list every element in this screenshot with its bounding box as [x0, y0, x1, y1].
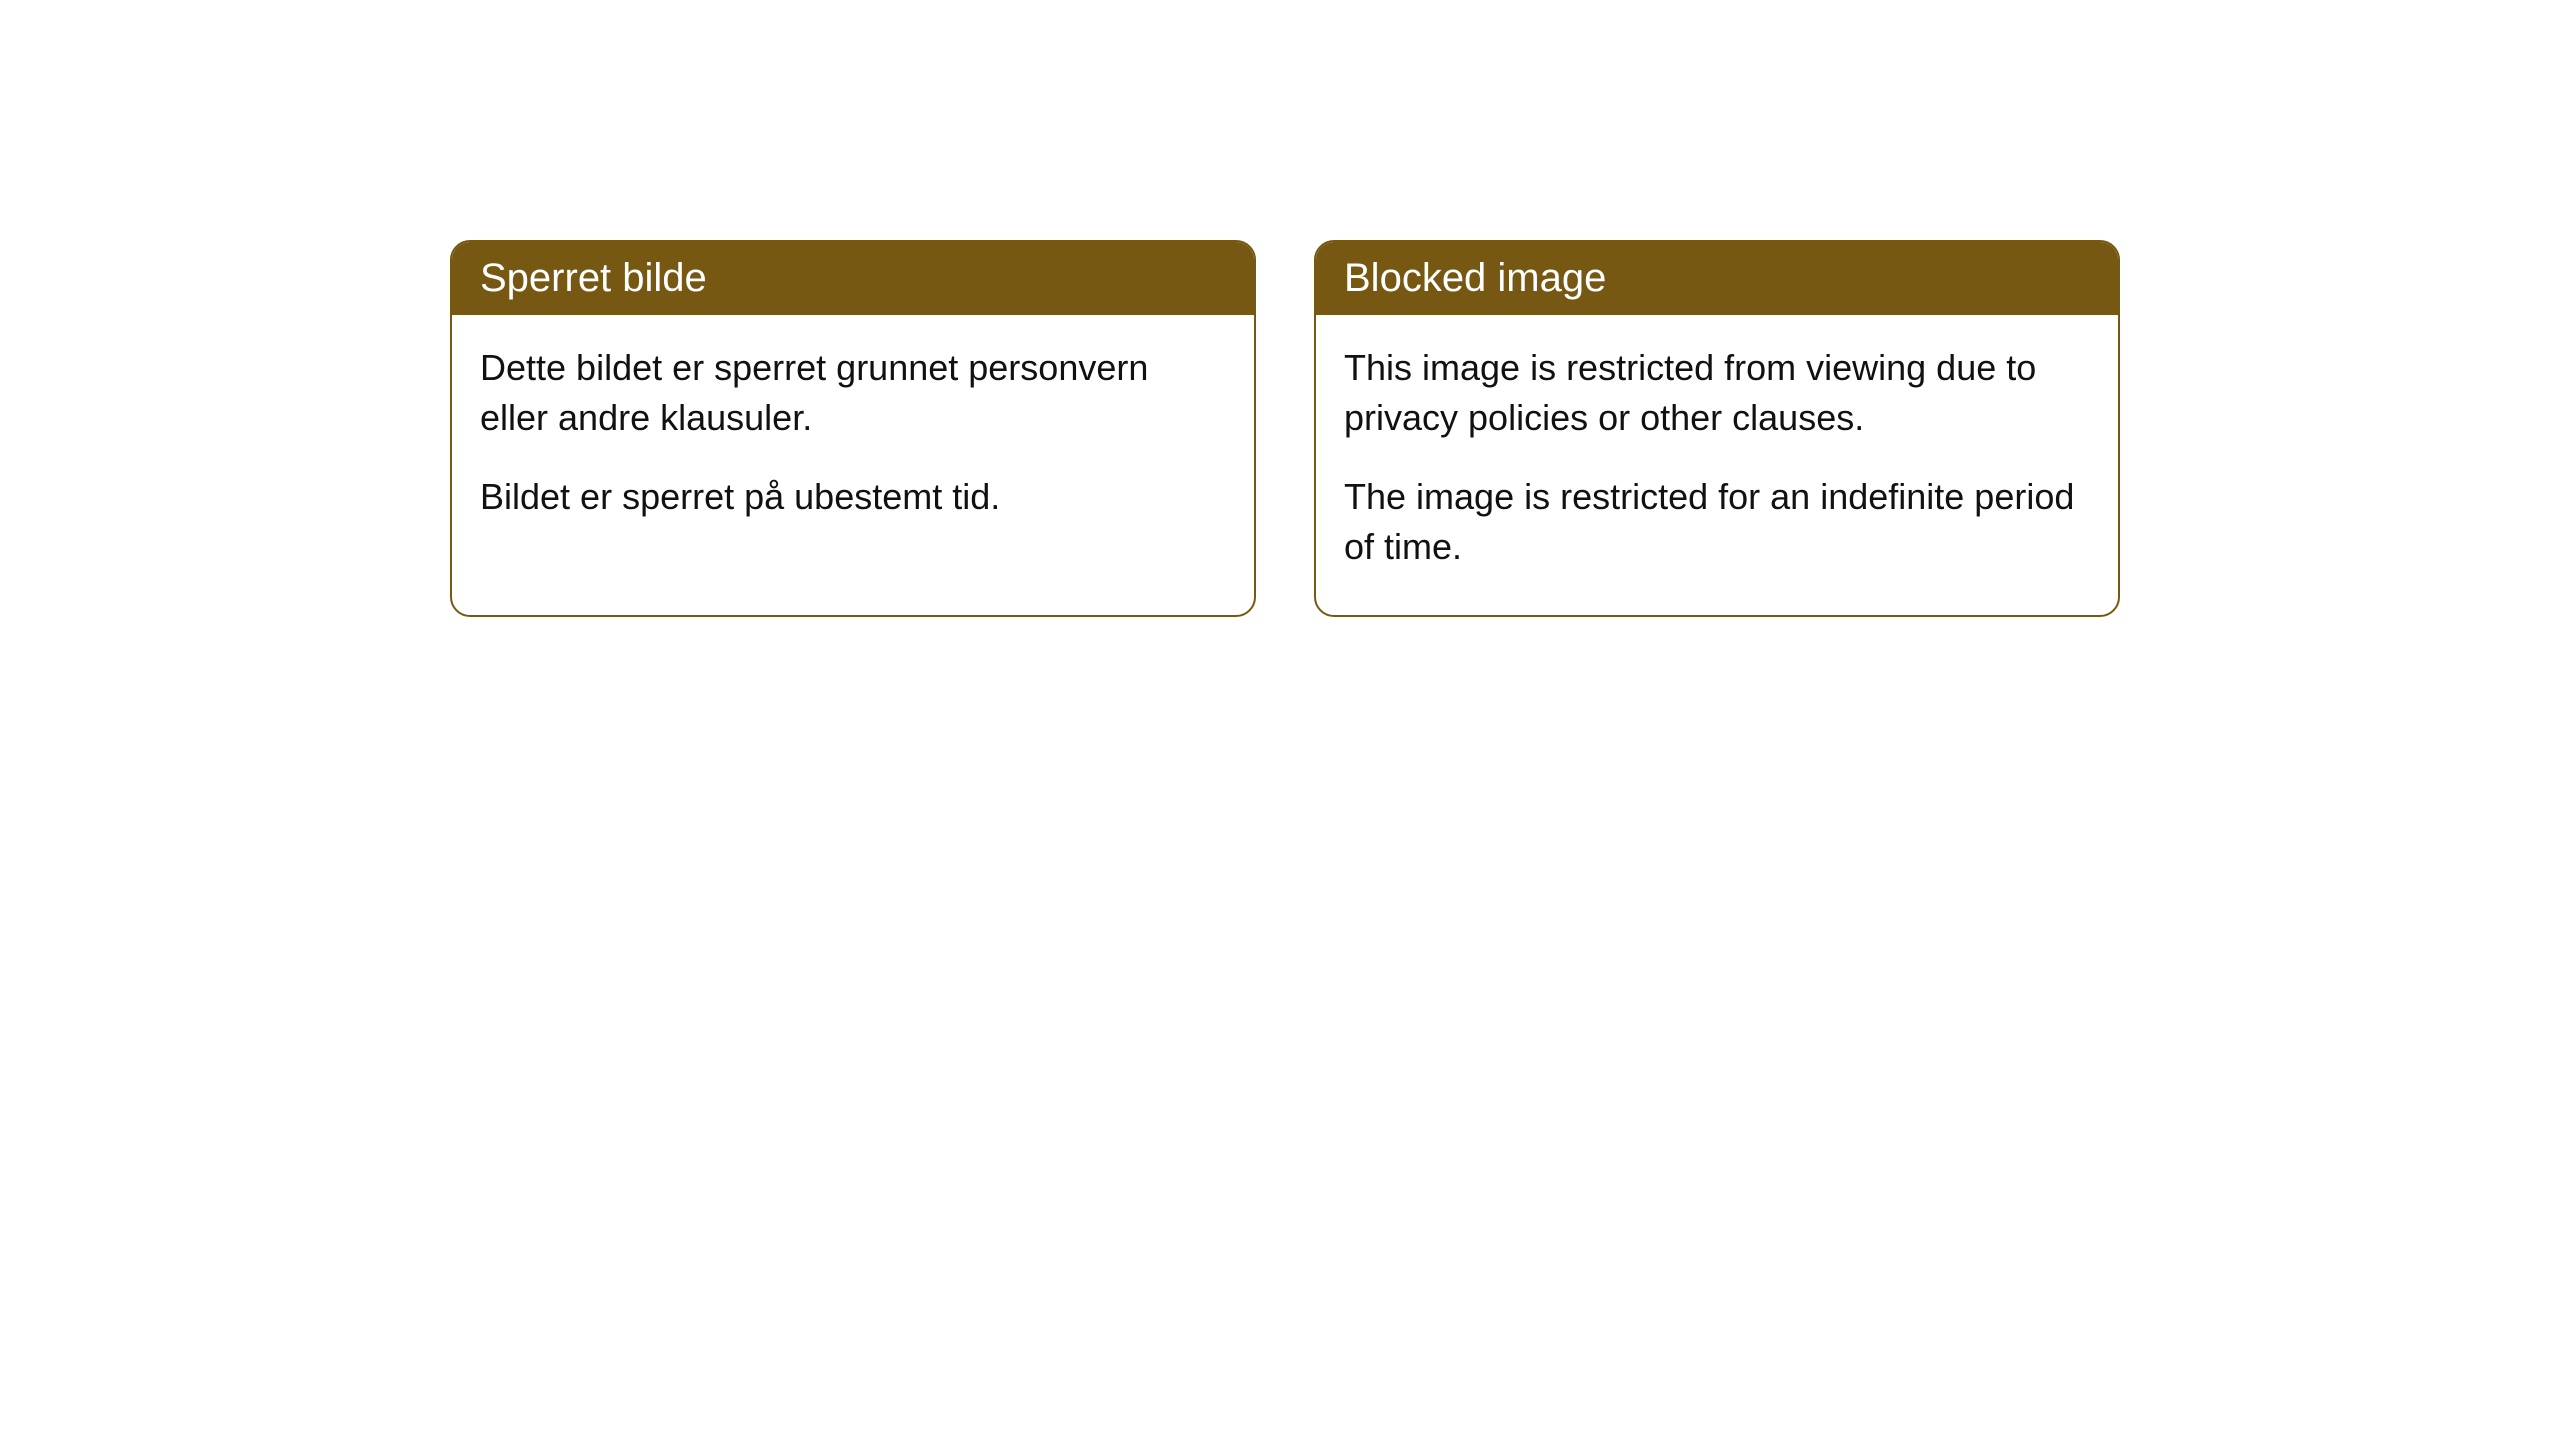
card-body: This image is restricted from viewing du…	[1316, 315, 2118, 615]
notice-card-norwegian: Sperret bilde Dette bildet er sperret gr…	[450, 240, 1256, 617]
card-header: Blocked image	[1316, 242, 2118, 315]
card-paragraph: This image is restricted from viewing du…	[1344, 343, 2090, 444]
card-title: Blocked image	[1344, 256, 1606, 300]
card-title: Sperret bilde	[480, 256, 707, 300]
card-paragraph: Bildet er sperret på ubestemt tid.	[480, 472, 1226, 522]
card-body: Dette bildet er sperret grunnet personve…	[452, 315, 1254, 564]
notice-cards-container: Sperret bilde Dette bildet er sperret gr…	[450, 240, 2560, 617]
card-paragraph: Dette bildet er sperret grunnet personve…	[480, 343, 1226, 444]
card-paragraph: The image is restricted for an indefinit…	[1344, 472, 2090, 573]
card-header: Sperret bilde	[452, 242, 1254, 315]
notice-card-english: Blocked image This image is restricted f…	[1314, 240, 2120, 617]
